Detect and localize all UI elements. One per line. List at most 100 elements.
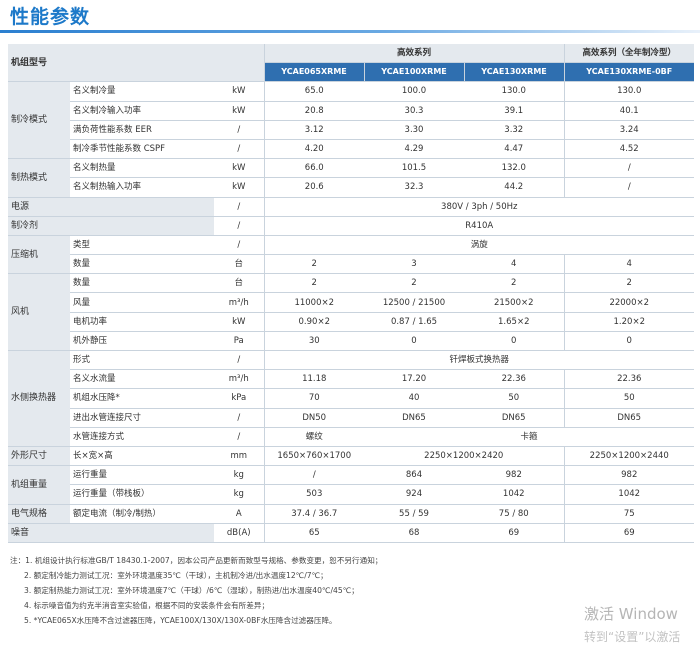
activation-watermark: 激活 Window [584, 605, 678, 623]
unit-cell: / [214, 235, 264, 256]
unit-cell: kPa [214, 388, 264, 409]
value-cell: 69 [464, 523, 564, 543]
unit-cell: 台 [214, 254, 264, 275]
value-cell: 1.20×2 [563, 312, 694, 332]
series-all-header: 高效系列（全年制冷型） [563, 44, 694, 64]
title-rule [0, 30, 700, 33]
value-cell: 4.20 [263, 139, 364, 160]
table-row: 机组水压降* kPa 70 40 50 50 [8, 388, 694, 409]
value-cell: 2 [263, 254, 364, 275]
row-label: 名义制冷量 [70, 81, 214, 102]
value-cell: 3 [364, 254, 464, 275]
table-row: 机外静压 Pa 30 0 0 0 [8, 331, 694, 352]
value-cell: 2 [364, 273, 464, 294]
value-cell: 65 [263, 523, 364, 543]
value-cell: 1650×760×1700 [263, 446, 364, 467]
table-row: 水管连接方式 / 螺纹 卡箍 [8, 427, 694, 447]
value-cell: 0 [563, 331, 694, 352]
model-header: YCAE130XRME-0BF [563, 62, 694, 83]
row-label: 长×宽×高 [70, 446, 214, 467]
spec-table: 机组型号 高效系列 高效系列（全年制冷型） YCAE065XRME YCAE10… [8, 44, 694, 543]
row-label: 进出水管连接尺寸 [70, 408, 214, 428]
group-label: 压缩机 [8, 235, 70, 275]
value-cell: 0 [364, 331, 464, 352]
unit-cell: / [214, 197, 264, 217]
model-header: YCAE065XRME [263, 62, 364, 83]
value-cell: 20.6 [263, 177, 364, 198]
unit-cell: kg [214, 484, 264, 505]
row-label: 制冷季节性能系数 CSPF [70, 139, 214, 160]
row-label: 名义水流量 [70, 369, 214, 390]
model-header: YCAE130XRME [463, 62, 564, 83]
value-cell: 55 / 59 [364, 504, 464, 524]
unit-cell: m³/h [214, 292, 264, 313]
row-label: 形式 [70, 350, 214, 371]
unit-cell: / [214, 139, 264, 160]
table-row: 水侧换热器 形式 / 钎焊板式换热器 [8, 350, 694, 447]
table-row: 风机 数量 台 2 2 2 2 [8, 273, 694, 351]
value-cell: 21500×2 [464, 292, 564, 313]
value-cell: 3.24 [563, 120, 694, 140]
page-title: 性能参数 [10, 6, 91, 28]
footnote: 5. *YCAE065X水压降不含过滤器压降，YCAE100X/130X/130… [24, 616, 337, 625]
row-label: 名义制冷输入功率 [70, 101, 214, 121]
value-cell: 864 [364, 465, 464, 486]
table-row: 名义制冷输入功率 kW 20.8 30.3 39.1 40.1 [8, 101, 694, 121]
row-label: 数量 [70, 273, 214, 294]
model-row-label: 机组型号 [8, 44, 264, 83]
value-cell: 0 [464, 331, 564, 352]
value-cell: 40.1 [563, 101, 694, 121]
value-cell: 75 / 80 [464, 504, 564, 524]
value-cell: / [263, 465, 364, 486]
value-cell: 0.90×2 [263, 312, 364, 332]
row-label: 运行重量 [70, 465, 214, 486]
table-row: 风量 m³/h 11000×2 12500 / 21500 21500×2 22… [8, 292, 694, 313]
value-cell: 44.2 [464, 177, 564, 198]
value-cell: 32.3 [364, 177, 464, 198]
unit-cell: dB(A) [214, 523, 264, 543]
value-cell: 130.0 [464, 81, 564, 102]
value-cell: 20.8 [263, 101, 364, 121]
value-cell: 涡旋 [263, 235, 694, 256]
value-cell: 22.36 [563, 369, 694, 390]
group-label: 水侧换热器 [8, 350, 70, 447]
value-cell: 101.5 [364, 158, 464, 179]
value-cell: 1.65×2 [464, 312, 564, 332]
value-cell: 11.18 [263, 369, 364, 390]
table-row: 制冷模式 名义制冷量 kW 65.0 100.0 130.0 130.0 [8, 81, 694, 160]
value-cell: 钎焊板式换热器 [263, 350, 694, 371]
value-cell: 68 [364, 523, 464, 543]
value-cell: 37.4 / 36.7 [263, 504, 364, 524]
value-cell: 50 [563, 388, 694, 409]
unit-cell: / [214, 350, 264, 371]
table-row: 名义制热输入功率 kW 20.6 32.3 44.2 / [8, 177, 694, 198]
value-cell: 11000×2 [263, 292, 364, 313]
row-label: 满负荷性能系数 EER [70, 120, 214, 140]
table-row: 运行重量（带栈板） kg 503 924 1042 1042 [8, 484, 694, 505]
table-row: 机组重量 运行重量 kg / 864 982 982 [8, 465, 694, 505]
value-cell: 50 [464, 388, 564, 409]
value-cell: / [563, 158, 694, 179]
model-header: YCAE100XRME [363, 62, 464, 83]
value-cell: 503 [263, 484, 364, 505]
table-row: 电气规格 额定电流（制冷/制热） A 37.4 / 36.7 55 / 59 7… [8, 504, 694, 524]
group-label: 电源 [8, 197, 214, 217]
table-row: 噪音 dB(A) 65 68 69 69 [8, 523, 694, 543]
table-row: 压缩机 类型 / 涡旋 [8, 235, 694, 275]
row-label: 风量 [70, 292, 214, 313]
footnotes: 注：1. 机组设计执行标准GB/T 18430.1-2007，因本公司产品更新而… [10, 553, 570, 628]
unit-cell: kW [214, 177, 264, 198]
table-row: 名义水流量 m³/h 11.18 17.20 22.36 22.36 [8, 369, 694, 390]
table-row: 外形尺寸 长×宽×高 mm 1650×760×1700 2250×1200×24… [8, 446, 694, 467]
value-cell: 982 [464, 465, 564, 486]
table-row: 数量 台 2 3 4 4 [8, 254, 694, 275]
value-cell: 0.87 / 1.65 [364, 312, 464, 332]
value-cell: 75 [563, 504, 694, 524]
value-cell: 2 [563, 273, 694, 294]
row-label: 水管连接方式 [70, 427, 214, 447]
group-label: 制热模式 [8, 158, 70, 198]
series-high-header: 高效系列 [263, 44, 564, 64]
footnote: 4. 标示噪音值为约克半消音室实验值，根据不同的安装条件会有所差异； [24, 601, 270, 610]
unit-cell: m³/h [214, 369, 264, 390]
table-row: 电源 / 380V / 3ph / 50Hz [8, 197, 694, 217]
